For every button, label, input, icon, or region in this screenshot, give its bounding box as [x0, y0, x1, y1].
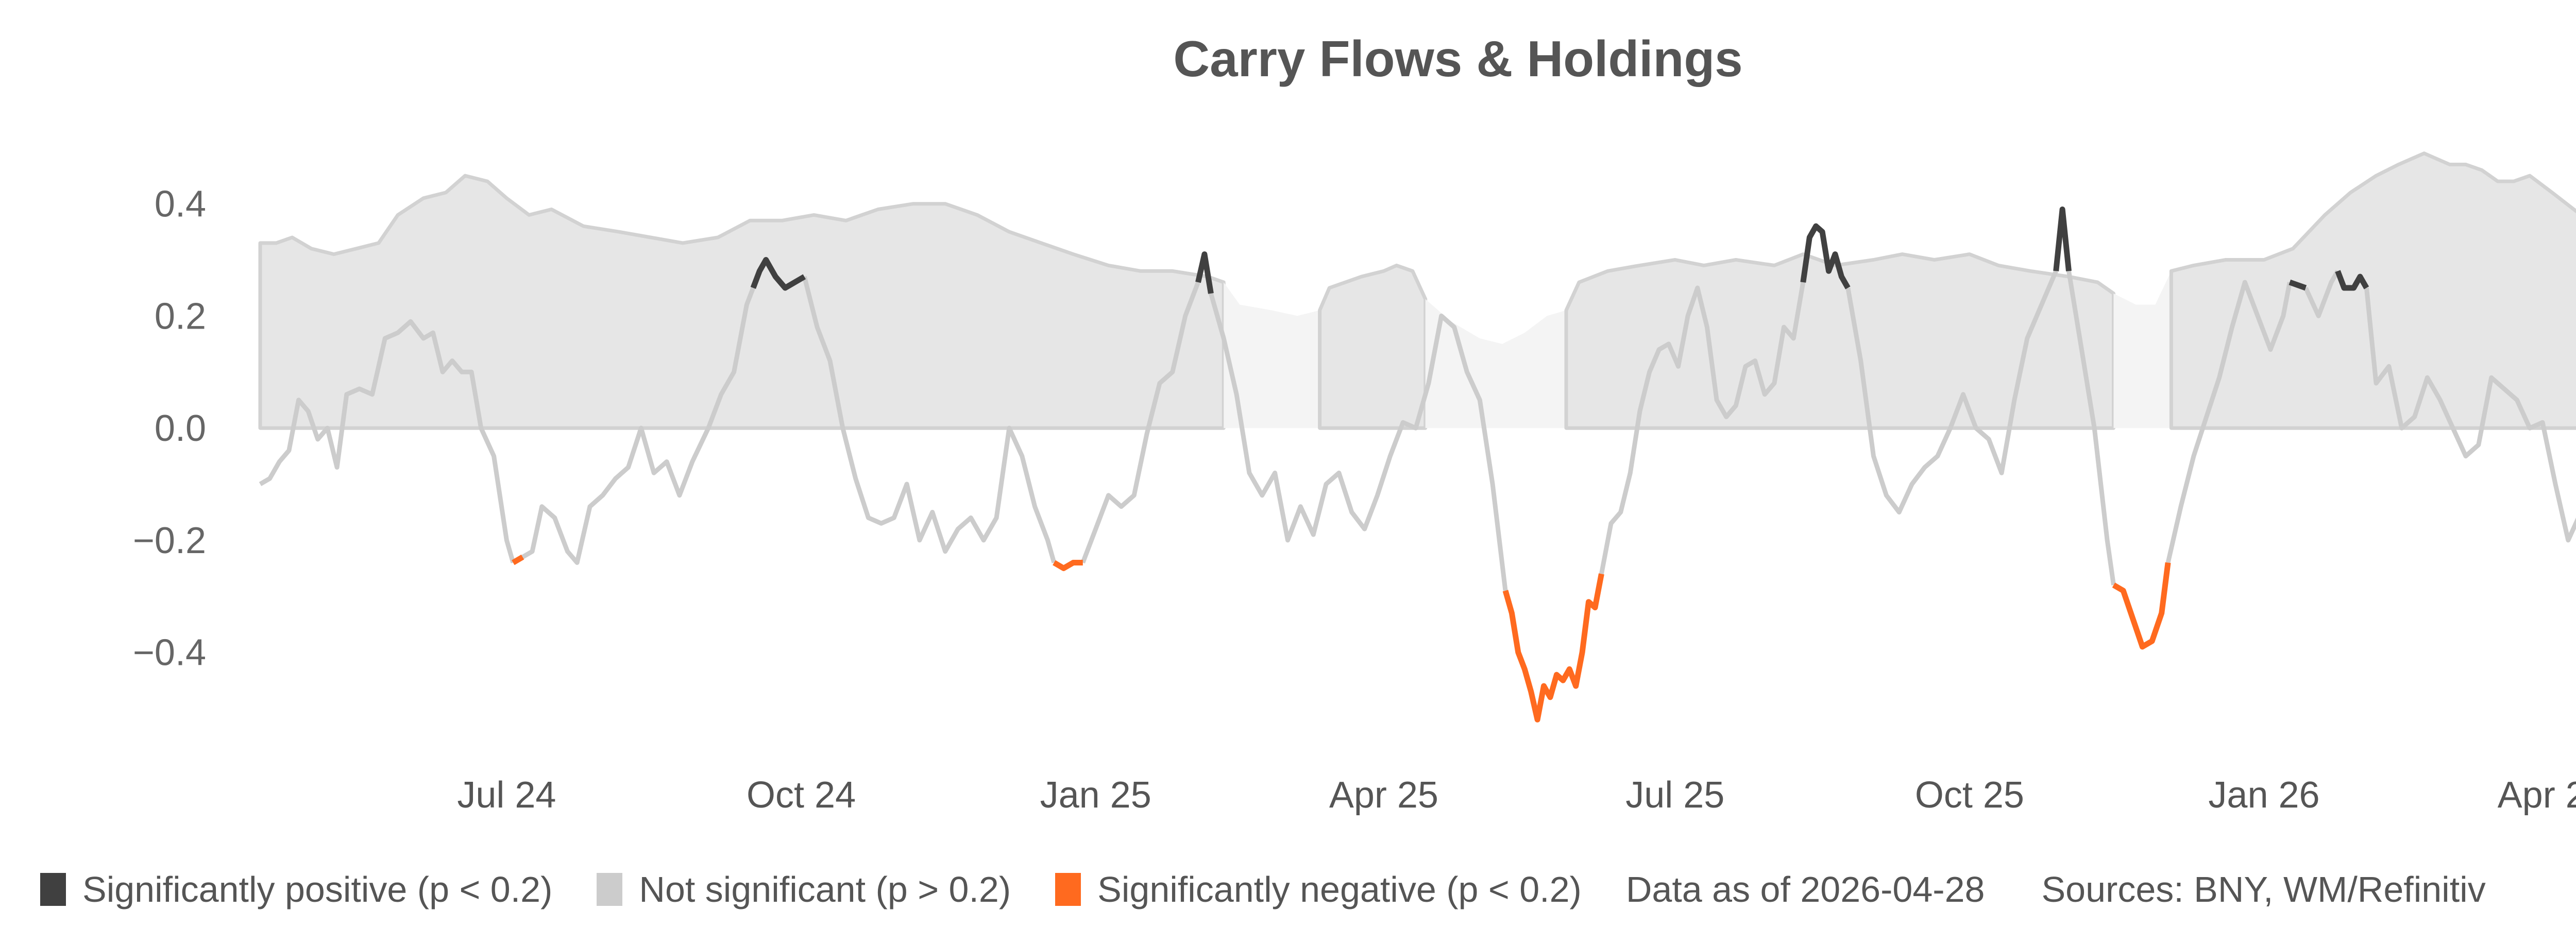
holdings-area	[258, 174, 1226, 430]
data-as-of: Data as of 2026-04-28	[1625, 869, 1985, 909]
y-tick-label: 0.2	[155, 296, 206, 337]
holdings-area-faint	[1224, 282, 1320, 428]
y-tick-label: 0.4	[155, 184, 206, 225]
x-axis: Jul 24 Oct 24 Jan 25 Apr 25 Jul 25 Oct 25 Jan …	[457, 775, 2576, 816]
flows-line-neutral	[802, 276, 1057, 563]
y-tick-label: −0.4	[133, 632, 206, 674]
flows-line-positive	[2289, 279, 2307, 291]
holdings-area	[2169, 151, 2576, 430]
x-tick-label: Oct 24	[747, 775, 856, 816]
flows-line-negative	[2112, 562, 2171, 650]
flows-line-positive	[1195, 251, 1214, 294]
flows-line-neutral	[2364, 287, 2576, 543]
flows-line-neutral	[2066, 270, 2116, 586]
legend-label-negative: Significantly negative (p < 0.2)	[1097, 869, 1582, 909]
flows-line-neutral	[1209, 293, 1508, 591]
x-tick-label: Jul 25	[1625, 775, 1724, 816]
holdings-area-faint	[2113, 271, 2172, 428]
flows-line-neutral	[1599, 282, 1806, 575]
flows-line-negative	[1502, 573, 1604, 723]
x-tick-label: Jan 26	[2208, 775, 2319, 816]
chart-plot: 0.4 0.2 0.0 −0.2 −0.4 Jul 24 Oct 24 Jan 25 Apr …	[133, 151, 2576, 816]
legend: Significantly positive (p < 0.2) Not sig…	[40, 866, 2576, 913]
legend-label-neutral: Not significant (p > 0.2)	[639, 869, 1011, 909]
legend-swatch-negative	[1055, 873, 1081, 906]
y-tick-label: −0.2	[133, 520, 206, 561]
legend-item-negative: Significantly negative (p < 0.2)	[1055, 869, 1582, 910]
flows-line-layer	[259, 207, 2576, 723]
flows-line-positive	[2335, 270, 2369, 291]
flows-line-neutral	[2303, 270, 2340, 318]
flows-line-neutral	[1080, 281, 1200, 564]
flows-line-negative	[1053, 560, 1083, 571]
flows-line-neutral	[2165, 280, 2292, 563]
x-tick-label: Oct 25	[1915, 775, 2024, 816]
y-tick-label: 0.0	[155, 408, 206, 449]
flows-line-neutral	[1845, 270, 2058, 514]
holdings-area	[1318, 263, 1428, 430]
flows-line-neutral	[259, 319, 516, 563]
chart-title: Carry Flows & Holdings	[1173, 30, 1743, 87]
legend-swatch-positive	[40, 873, 66, 906]
legend-label-positive: Significantly positive (p < 0.2)	[82, 869, 553, 909]
legend-item-neutral: Not significant (p > 0.2)	[597, 869, 1011, 910]
x-tick-label: Apr 26	[2498, 775, 2576, 816]
flows-line-positive	[2053, 207, 2072, 271]
flows-line-neutral	[521, 287, 756, 565]
x-tick-label: Apr 25	[1329, 775, 1438, 816]
legend-item-positive: Significantly positive (p < 0.2)	[40, 869, 552, 910]
legend-swatch-neutral	[597, 873, 623, 906]
flows-line-positive	[1800, 223, 1851, 289]
flows-line-negative	[512, 554, 524, 565]
holdings-area	[1564, 252, 2115, 430]
flows-line-positive	[750, 257, 806, 291]
holdings-area-faint	[1425, 299, 1566, 428]
holdings-area-layer	[258, 151, 2576, 430]
x-tick-label: Jan 25	[1040, 775, 1151, 816]
sources-note: Sources: BNY, WM/Refinitiv	[2041, 869, 2486, 909]
x-tick-label: Jul 24	[457, 775, 556, 816]
y-axis: 0.4 0.2 0.0 −0.2 −0.4	[133, 184, 206, 674]
